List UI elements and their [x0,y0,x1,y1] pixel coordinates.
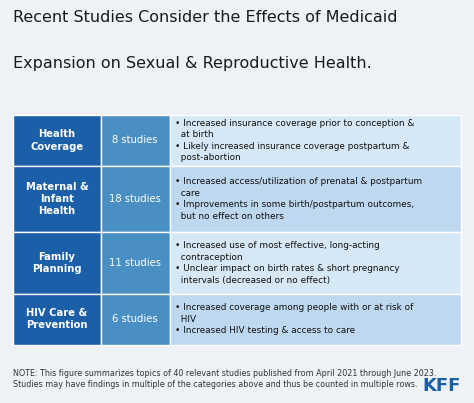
Text: Family
Planning: Family Planning [32,252,82,274]
FancyBboxPatch shape [100,115,170,166]
Text: • Increased coverage among people with or at risk of
  HIV
• Increased HIV testi: • Increased coverage among people with o… [174,303,413,335]
FancyBboxPatch shape [170,166,461,232]
Text: Health
Coverage: Health Coverage [30,129,83,152]
FancyBboxPatch shape [100,166,170,232]
Text: • Increased insurance coverage prior to conception &
  at birth
• Likely increas: • Increased insurance coverage prior to … [174,119,414,162]
FancyBboxPatch shape [170,293,461,345]
Text: Maternal &
Infant
Health: Maternal & Infant Health [26,182,88,216]
Text: HIV Care &
Prevention: HIV Care & Prevention [26,308,88,330]
FancyBboxPatch shape [13,293,100,345]
FancyBboxPatch shape [13,115,100,166]
Text: KFF: KFF [422,377,461,395]
FancyBboxPatch shape [170,232,461,293]
FancyBboxPatch shape [13,232,100,293]
Text: 11 studies: 11 studies [109,258,161,268]
FancyBboxPatch shape [100,232,170,293]
Text: 6 studies: 6 studies [112,314,158,324]
FancyBboxPatch shape [100,293,170,345]
Text: 18 studies: 18 studies [109,194,161,204]
Text: • Increased access/utilization of prenatal & postpartum
  care
• Improvements in: • Increased access/utilization of prenat… [174,177,422,221]
FancyBboxPatch shape [13,166,100,232]
Text: Expansion on Sexual & Reproductive Health.: Expansion on Sexual & Reproductive Healt… [13,56,372,71]
Text: • Increased use of most effective, long-acting
  contraception
• Unclear impact : • Increased use of most effective, long-… [174,241,399,285]
FancyBboxPatch shape [170,115,461,166]
Text: Recent Studies Consider the Effects of Medicaid: Recent Studies Consider the Effects of M… [13,10,398,25]
Text: 8 studies: 8 studies [112,135,158,145]
Text: NOTE: This figure summarizes topics of 40 relevant studies published from April : NOTE: This figure summarizes topics of 4… [13,369,437,389]
